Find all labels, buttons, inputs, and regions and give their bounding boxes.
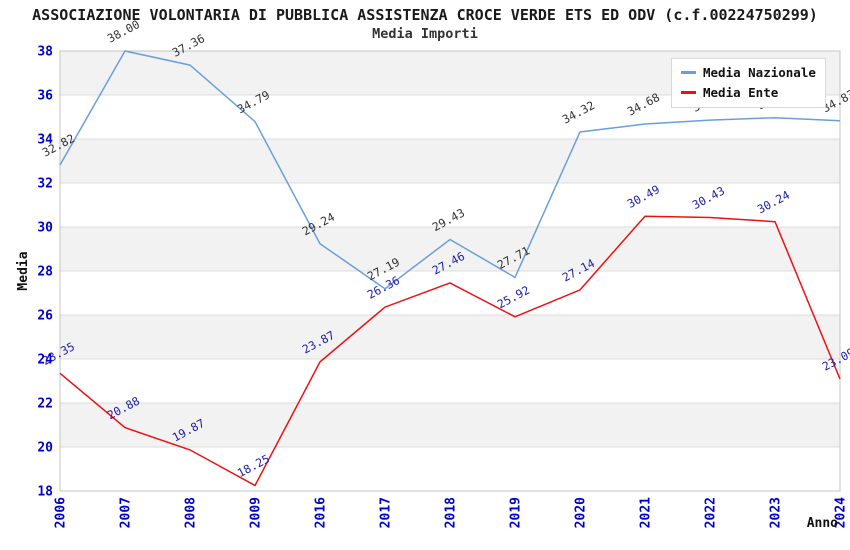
svg-text:2008: 2008 <box>184 497 199 528</box>
legend-marker-blue-line-icon <box>681 70 696 74</box>
svg-text:20: 20 <box>37 441 53 456</box>
plot-bands <box>60 51 840 447</box>
svg-text:24: 24 <box>37 353 53 368</box>
plot-border <box>59 50 841 492</box>
svg-text:18: 18 <box>37 485 53 500</box>
svg-text:30.24: 30.24 <box>755 188 792 217</box>
legend-label-media-ente: Media Ente <box>703 84 779 100</box>
svg-text:2021: 2021 <box>639 497 654 528</box>
chart-title: ASSOCIAZIONE VOLONTARIA DI PUBBLICA ASSI… <box>32 6 818 24</box>
legend-item-media-nazionale: Media Nazionale <box>681 64 816 80</box>
svg-text:2023: 2023 <box>769 497 784 528</box>
svg-text:2022: 2022 <box>704 497 719 528</box>
svg-text:18.25: 18.25 <box>235 452 272 481</box>
svg-text:2016: 2016 <box>314 497 329 528</box>
svg-text:2019: 2019 <box>509 497 524 528</box>
series-line-1 <box>59 215 841 487</box>
svg-text:2020: 2020 <box>574 497 589 528</box>
svg-text:2007: 2007 <box>119 497 134 528</box>
svg-text:30.49: 30.49 <box>625 182 662 211</box>
svg-text:2018: 2018 <box>444 497 459 528</box>
plot-gridlines <box>60 94 840 448</box>
svg-text:30: 30 <box>37 221 53 236</box>
y-axis-title: Media <box>16 251 31 290</box>
svg-text:2006: 2006 <box>54 497 69 528</box>
x-axis-ticks: 2006 2007 2008 2009 2016 2017 2018 2019 2020 2021… <box>54 497 849 528</box>
svg-text:38: 38 <box>37 45 53 60</box>
svg-text:2017: 2017 <box>379 497 394 528</box>
svg-text:26: 26 <box>37 309 53 324</box>
x-axis-title: Anno <box>807 516 838 531</box>
svg-text:25.92: 25.92 <box>495 283 532 312</box>
svg-text:22: 22 <box>37 397 53 412</box>
chart-subtitle: Media Importi <box>372 26 478 42</box>
legend-marker-red-line-icon <box>681 90 696 94</box>
legend: Media Nazionale Media Ente <box>671 58 826 108</box>
svg-text:30.43: 30.43 <box>690 183 727 212</box>
svg-text:32: 32 <box>37 177 53 192</box>
y-axis-ticks: 18 20 22 24 26 28 30 32 34 36 38 <box>37 45 53 500</box>
svg-text:2024: 2024 <box>834 497 849 528</box>
svg-text:34.32: 34.32 <box>560 98 597 127</box>
legend-item-media-ente: Media Ente <box>681 84 816 100</box>
svg-text:2009: 2009 <box>249 497 264 528</box>
svg-text:28: 28 <box>37 265 53 280</box>
legend-label-media-nazionale: Media Nazionale <box>703 64 816 80</box>
svg-text:34: 34 <box>37 133 53 148</box>
series-line-0 <box>59 50 841 290</box>
svg-text:36: 36 <box>37 89 53 104</box>
